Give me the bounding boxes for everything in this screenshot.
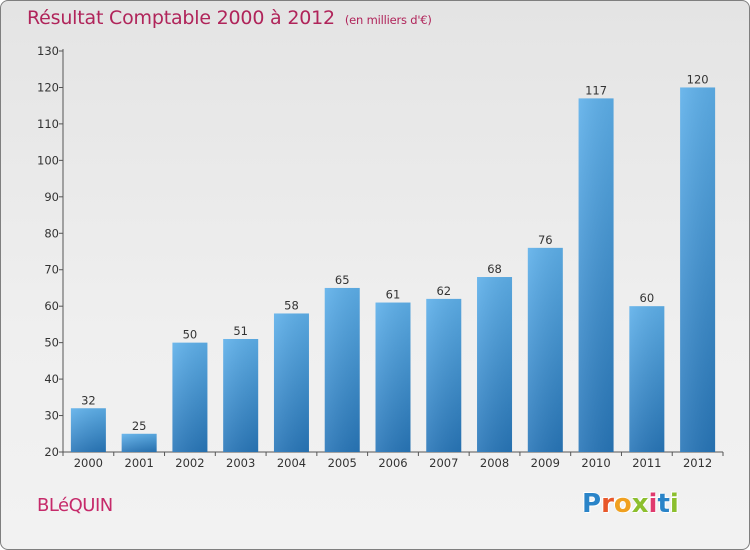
proxiti-logo[interactable]: Proxiti	[582, 489, 679, 519]
x-tick-label: 2000	[74, 456, 103, 470]
value-label: 120	[687, 72, 709, 86]
logo-letter: i	[669, 489, 679, 519]
bar-shade	[70, 408, 106, 452]
y-tick-label: 40	[44, 372, 59, 386]
bar-shade	[324, 287, 360, 452]
chart-subtitle: (en milliers d'€)	[344, 13, 432, 27]
x-tick-label: 2001	[125, 456, 154, 470]
x-tick-label: 2005	[328, 456, 357, 470]
value-label: 51	[233, 324, 248, 338]
x-tick-label: 2004	[277, 456, 306, 470]
x-tick-label: 2002	[175, 456, 204, 470]
bar-shade	[223, 338, 259, 452]
logo-letter: P	[582, 489, 602, 519]
y-tick-label: 30	[44, 409, 59, 423]
chart-title: Résultat Comptable 2000 à 2012 (en millie…	[27, 7, 432, 29]
bar-shade	[426, 298, 462, 452]
value-label: 60	[640, 291, 655, 305]
logo-letter: o	[613, 489, 632, 519]
value-label: 32	[81, 393, 96, 407]
value-label: 76	[538, 233, 553, 247]
value-label: 25	[132, 419, 147, 433]
y-tick-label: 20	[44, 445, 59, 459]
y-axis: 20 30 40 50 60 70 80 90 100 110 120 130	[37, 44, 64, 459]
bar-shade	[375, 302, 411, 452]
value-label: 61	[386, 288, 401, 302]
bar-series	[70, 87, 716, 453]
bar-shade	[477, 277, 513, 452]
value-label: 58	[284, 298, 299, 312]
chart-title-text: Résultat Comptable 2000 à 2012	[27, 7, 335, 29]
y-tick-label: 80	[44, 226, 59, 240]
x-tick-label: 2006	[378, 456, 407, 470]
y-tick-label: 110	[37, 117, 59, 131]
logo-letter: r	[601, 489, 614, 519]
bar-shade	[121, 433, 157, 452]
x-tick-label: 2003	[226, 456, 255, 470]
y-tick-label: 100	[37, 153, 59, 167]
x-tick-label: 2010	[581, 456, 610, 470]
y-tick-label: 120	[37, 80, 59, 94]
x-tick-label: 2012	[683, 456, 712, 470]
y-tick-label: 130	[37, 44, 59, 58]
logo-letter: x	[631, 489, 649, 519]
bar-shade	[680, 87, 716, 453]
value-label: 50	[183, 328, 198, 342]
bar-shade	[527, 247, 563, 452]
y-tick-label: 60	[44, 299, 59, 313]
logo-letter: i	[648, 489, 658, 519]
x-axis: 2000 2001 2002 2003 2004 2005 2006 2007 2008 2009…	[62, 451, 724, 470]
value-label: 117	[585, 83, 607, 97]
y-tick-label: 90	[44, 190, 59, 204]
x-tick-label: 2007	[429, 456, 458, 470]
logo-letter: t	[657, 489, 670, 519]
value-labels: 32 25 50 51 58 65 61 62 68 76 117 60 120	[81, 72, 709, 432]
value-label: 62	[436, 284, 451, 298]
bar-shade	[273, 313, 309, 452]
value-label: 68	[487, 262, 502, 276]
y-tick-label: 70	[44, 263, 59, 277]
y-tick-label: 50	[44, 336, 59, 350]
x-tick-label: 2009	[531, 456, 560, 470]
bar-shade	[629, 306, 665, 452]
x-tick-label: 2011	[632, 456, 661, 470]
bar-shade	[172, 342, 208, 452]
commune-name: BLéQUIN	[37, 495, 113, 516]
bar-shade	[578, 98, 614, 453]
x-tick-label: 2008	[480, 456, 509, 470]
value-label: 65	[335, 273, 350, 287]
